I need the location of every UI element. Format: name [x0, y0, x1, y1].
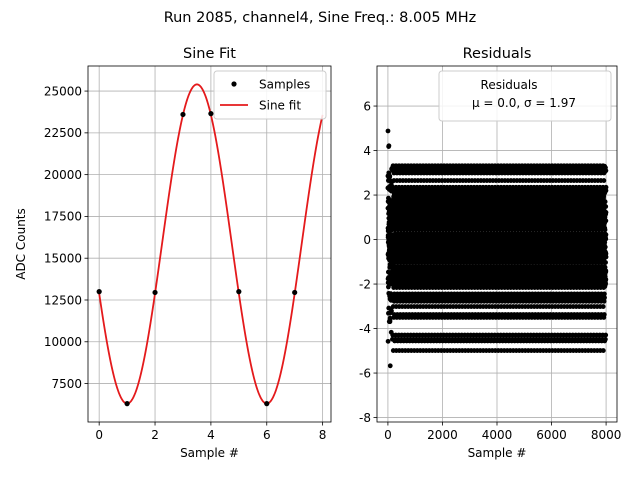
y-tick-label: 10000	[44, 335, 82, 349]
sine-fit-ticks: 0 2 4 6 8 7500 10000 12500 15000 17500 20000 22500 2…	[44, 84, 327, 442]
sample-point	[236, 289, 242, 295]
residual-point	[385, 128, 391, 134]
sample-point	[292, 289, 298, 296]
sample-point	[124, 401, 130, 407]
residuals-marks	[385, 128, 609, 369]
residual-point	[386, 143, 392, 149]
residual-point	[388, 291, 394, 297]
legend-sine-fit-label: Sine fit	[259, 99, 301, 113]
sine-fit-marks	[96, 83, 324, 407]
residual-point	[387, 363, 393, 369]
sample-point	[208, 111, 214, 117]
residual-point	[385, 338, 391, 344]
sine-fit-xlabel: Sample #	[180, 446, 239, 460]
y-tick-label: 12500	[44, 293, 82, 307]
sine-fit-axes: 0 2 4 6 8 7500 10000 12500 15000 17500 20000 22500 2…	[14, 46, 332, 460]
sine-fit-grid	[88, 66, 331, 422]
residual-point	[387, 315, 393, 321]
y-tick-label: 7500	[51, 377, 82, 391]
y-tick-label: 15000	[44, 252, 82, 266]
x-tick-label: 2	[151, 428, 159, 442]
sine-fit-frame	[87, 65, 332, 423]
legend-samples-label: Samples	[259, 78, 310, 92]
figure-suptitle: Run 2085, channel4, Sine Freq.: 8.005 MH…	[164, 10, 477, 26]
sine-fit-ylabel: ADC Counts	[14, 208, 28, 280]
residual-point	[389, 308, 394, 314]
sample-point	[96, 289, 102, 295]
legend-samples-marker	[231, 81, 237, 87]
residual-point	[387, 173, 393, 179]
sine-fit-legend: Samples Sine fit	[213, 70, 327, 120]
sample-point	[152, 289, 158, 296]
y-tick-label: 17500	[44, 210, 82, 224]
sine-fit-legend-box	[213, 70, 327, 120]
sine-fit-title: Sine Fit	[183, 46, 236, 62]
y-tick-label: 25000	[44, 84, 82, 98]
residual-point	[387, 319, 393, 325]
sample-point	[264, 401, 270, 407]
y-tick-label: 20000	[44, 168, 82, 182]
x-tick-label: 6	[263, 428, 271, 442]
ax1-plot-area	[88, 66, 331, 422]
x-tick-label: 0	[95, 428, 103, 442]
sample-point	[180, 111, 186, 118]
x-tick-label: 8	[319, 428, 327, 442]
y-tick-label: 22500	[44, 126, 82, 140]
x-tick-label: 4	[207, 428, 215, 442]
